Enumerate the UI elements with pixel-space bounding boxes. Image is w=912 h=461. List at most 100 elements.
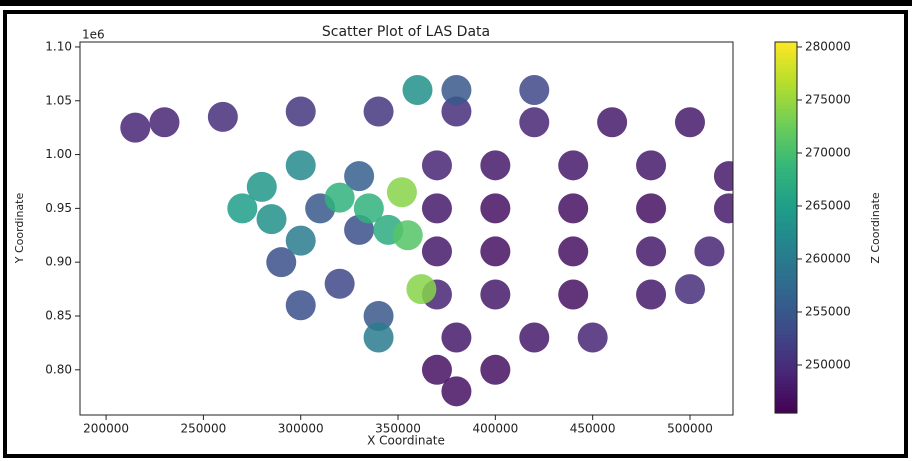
- y-tick-label: 1.10: [45, 39, 72, 53]
- point: [441, 74, 472, 105]
- colorbar-step: [775, 375, 797, 381]
- colorbar-step: [775, 394, 797, 399]
- colorbar-step: [775, 327, 797, 332]
- colorbar-step: [775, 372, 797, 377]
- x-tick-label: 400000: [472, 422, 518, 436]
- colorbar-step: [775, 320, 797, 325]
- colorbar-step: [775, 305, 797, 310]
- colorbar-step: [775, 257, 797, 262]
- colorbar-step: [775, 197, 797, 203]
- colorbar-tick-label: 255000: [805, 304, 851, 318]
- point: [441, 322, 472, 353]
- colorbar-step: [775, 53, 797, 58]
- x-tick-label: 250000: [180, 422, 226, 436]
- point: [256, 204, 287, 235]
- colorbar-step: [775, 112, 797, 117]
- colorbar-step: [775, 279, 797, 284]
- point: [402, 74, 433, 105]
- point: [636, 193, 667, 224]
- colorbar-step: [775, 175, 797, 180]
- y-tick-label: 0.95: [45, 201, 72, 215]
- colorbar-step: [775, 342, 797, 347]
- point: [285, 225, 316, 256]
- colorbar-step: [775, 153, 797, 158]
- colorbar-step: [775, 216, 797, 221]
- colorbar-step: [775, 357, 797, 362]
- colorbar-tick-label: 275000: [805, 92, 851, 106]
- colorbar-tick-label: 260000: [805, 251, 851, 265]
- colorbar-step: [775, 42, 797, 47]
- colorbar-step: [775, 101, 797, 106]
- plot-frame: [79, 41, 734, 416]
- colorbar-step: [775, 194, 797, 199]
- point: [120, 112, 151, 143]
- colorbar-step: [775, 242, 797, 247]
- point: [227, 193, 258, 224]
- point: [480, 279, 511, 310]
- colorbar-step: [775, 275, 797, 281]
- colorbar-step: [775, 361, 797, 366]
- point: [636, 150, 667, 181]
- colorbar-step: [775, 127, 797, 132]
- colorbar-step: [775, 131, 797, 136]
- colorbar-step: [775, 272, 797, 277]
- y-tick-label: 1.00: [45, 147, 72, 161]
- colorbar-step: [775, 82, 797, 88]
- colorbar-step: [775, 338, 797, 344]
- colorbar-step: [775, 349, 797, 355]
- x-tick-label: 350000: [375, 422, 421, 436]
- colorbar-step: [775, 160, 797, 166]
- point: [406, 274, 437, 305]
- point: [363, 96, 394, 127]
- colorbar-step: [775, 119, 797, 125]
- x-tick-label: 500000: [667, 422, 713, 436]
- colorbar-step: [775, 379, 797, 384]
- colorbar-step: [775, 212, 797, 217]
- colorbar-step: [775, 123, 797, 128]
- y-tick-label: 0.90: [45, 255, 72, 269]
- colorbar-step: [775, 79, 797, 84]
- point: [636, 279, 667, 310]
- point: [558, 236, 589, 267]
- point: [285, 96, 316, 127]
- colorbar-step: [775, 60, 797, 65]
- point: [519, 107, 550, 138]
- point: [558, 279, 589, 310]
- y-tick-label: 0.85: [45, 308, 72, 322]
- point: [694, 236, 725, 267]
- colorbar-step: [775, 105, 797, 110]
- colorbar-step: [775, 309, 797, 314]
- colorbar-step: [775, 134, 797, 140]
- colorbar-step: [775, 301, 797, 307]
- y-axis-label: Y Coordinate: [13, 193, 26, 265]
- colorbar-step: [775, 286, 797, 292]
- colorbar-tick-label: 250000: [805, 357, 851, 371]
- colorbar-tick-label: 270000: [805, 145, 851, 159]
- colorbar-step: [775, 264, 797, 269]
- colorbar-step: [775, 253, 797, 258]
- colorbar-step: [775, 201, 797, 206]
- colorbar-step: [775, 268, 797, 273]
- x-axis-label: X Coordinate: [367, 434, 445, 448]
- colorbar-step: [775, 312, 797, 318]
- colorbar-step: [775, 116, 797, 121]
- colorbar-step: [775, 186, 797, 191]
- colorbar-step: [775, 401, 797, 407]
- colorbar-step: [775, 368, 797, 373]
- point: [421, 193, 452, 224]
- point-cloud: [120, 74, 733, 407]
- colorbar-step: [775, 331, 797, 336]
- point: [597, 107, 628, 138]
- colorbar-step: [775, 108, 797, 114]
- colorbar-step: [775, 249, 797, 255]
- x-tick-label: 200000: [83, 422, 129, 436]
- colorbar-step: [775, 390, 797, 396]
- point: [353, 193, 384, 224]
- colorbar-step: [775, 56, 797, 62]
- x-tick-label: 300000: [278, 422, 324, 436]
- colorbar-step: [775, 171, 797, 177]
- point: [577, 322, 608, 353]
- point: [363, 322, 394, 353]
- colorbar-step: [775, 231, 797, 236]
- colorbar-step: [775, 323, 797, 329]
